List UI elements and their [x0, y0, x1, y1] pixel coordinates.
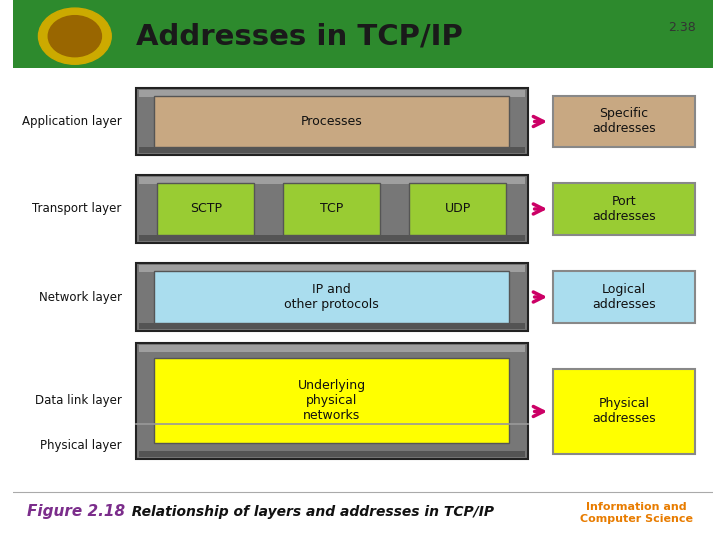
FancyBboxPatch shape: [135, 342, 528, 458]
FancyBboxPatch shape: [138, 90, 525, 97]
FancyBboxPatch shape: [135, 87, 528, 156]
FancyBboxPatch shape: [138, 450, 525, 456]
Text: TCP: TCP: [320, 202, 343, 215]
Text: Relationship of layers and addresses in TCP/IP: Relationship of layers and addresses in …: [122, 505, 494, 519]
FancyBboxPatch shape: [138, 322, 525, 328]
FancyBboxPatch shape: [138, 177, 525, 185]
Text: Logical
addresses: Logical addresses: [592, 283, 656, 311]
Text: Transport layer: Transport layer: [32, 202, 122, 215]
FancyBboxPatch shape: [553, 369, 695, 454]
Circle shape: [48, 16, 102, 57]
FancyBboxPatch shape: [138, 147, 525, 153]
Text: Data link layer: Data link layer: [35, 394, 122, 407]
Circle shape: [38, 8, 111, 64]
FancyBboxPatch shape: [138, 266, 525, 272]
FancyBboxPatch shape: [553, 271, 695, 323]
Text: SCTP: SCTP: [189, 202, 222, 215]
Text: Underlying
physical
networks: Underlying physical networks: [297, 379, 366, 422]
Text: 2.38: 2.38: [667, 21, 696, 33]
Text: Addresses in TCP/IP: Addresses in TCP/IP: [135, 22, 462, 50]
Text: Information and
Computer Science: Information and Computer Science: [580, 502, 693, 524]
Text: UDP: UDP: [444, 202, 471, 215]
FancyBboxPatch shape: [154, 358, 509, 443]
Text: Physical layer: Physical layer: [40, 439, 122, 452]
FancyBboxPatch shape: [410, 183, 506, 235]
Text: IP and
other protocols: IP and other protocols: [284, 283, 379, 311]
Text: Application layer: Application layer: [22, 115, 122, 128]
Text: Specific
addresses: Specific addresses: [592, 107, 656, 136]
FancyBboxPatch shape: [158, 183, 254, 235]
Text: Figure 2.18: Figure 2.18: [27, 504, 125, 519]
FancyBboxPatch shape: [135, 175, 528, 243]
FancyBboxPatch shape: [154, 96, 509, 147]
FancyBboxPatch shape: [284, 183, 380, 235]
FancyBboxPatch shape: [13, 0, 713, 68]
Text: Physical
addresses: Physical addresses: [592, 397, 656, 426]
Text: Processes: Processes: [301, 115, 363, 128]
FancyBboxPatch shape: [135, 263, 528, 330]
FancyBboxPatch shape: [138, 234, 525, 241]
Text: Port
addresses: Port addresses: [592, 195, 656, 223]
FancyBboxPatch shape: [553, 96, 695, 147]
FancyBboxPatch shape: [553, 183, 695, 235]
Text: Network layer: Network layer: [39, 291, 122, 303]
FancyBboxPatch shape: [154, 271, 509, 323]
FancyBboxPatch shape: [138, 345, 525, 352]
